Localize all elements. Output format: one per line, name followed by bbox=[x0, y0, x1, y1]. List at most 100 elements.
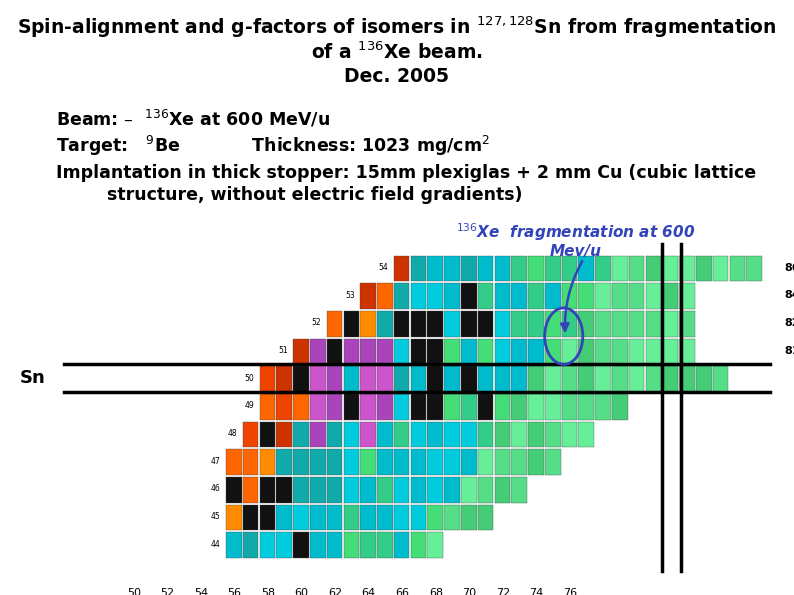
Bar bbox=[427, 505, 443, 531]
Bar bbox=[461, 283, 476, 309]
Bar bbox=[545, 449, 561, 475]
Bar bbox=[394, 422, 410, 447]
Bar bbox=[561, 339, 577, 364]
Bar bbox=[276, 505, 292, 531]
Bar bbox=[377, 367, 393, 392]
Bar bbox=[360, 311, 376, 337]
Bar bbox=[528, 394, 544, 420]
Bar bbox=[545, 256, 561, 281]
Bar bbox=[360, 477, 376, 503]
Bar bbox=[310, 394, 326, 420]
Bar bbox=[545, 422, 561, 447]
Bar bbox=[511, 339, 527, 364]
Bar bbox=[596, 394, 611, 420]
Bar bbox=[662, 311, 678, 337]
Bar bbox=[427, 367, 443, 392]
Bar bbox=[646, 367, 661, 392]
Bar bbox=[461, 449, 476, 475]
Bar bbox=[310, 339, 326, 364]
Text: 84: 84 bbox=[784, 290, 794, 300]
Bar bbox=[662, 256, 678, 281]
Bar bbox=[545, 394, 561, 420]
Bar bbox=[579, 394, 594, 420]
Text: 60: 60 bbox=[295, 588, 309, 595]
Bar bbox=[478, 394, 493, 420]
Bar bbox=[495, 256, 511, 281]
Bar bbox=[226, 533, 241, 558]
Bar bbox=[444, 394, 460, 420]
Bar bbox=[327, 533, 342, 558]
Bar bbox=[646, 283, 661, 309]
Bar bbox=[243, 505, 258, 531]
Bar bbox=[545, 339, 561, 364]
Bar bbox=[545, 311, 561, 337]
Text: 53: 53 bbox=[345, 291, 355, 300]
Bar bbox=[310, 505, 326, 531]
Bar bbox=[377, 422, 393, 447]
Bar bbox=[226, 449, 241, 475]
Text: 58: 58 bbox=[261, 588, 275, 595]
Bar bbox=[561, 311, 577, 337]
Bar bbox=[394, 367, 410, 392]
Bar bbox=[730, 256, 745, 281]
Bar bbox=[226, 505, 241, 531]
Bar bbox=[310, 533, 326, 558]
Bar bbox=[511, 422, 527, 447]
Bar bbox=[410, 477, 426, 503]
Bar bbox=[646, 339, 661, 364]
Bar bbox=[478, 505, 493, 531]
Bar bbox=[528, 311, 544, 337]
Text: structure, without electric field gradients): structure, without electric field gradie… bbox=[83, 186, 523, 204]
Bar bbox=[444, 283, 460, 309]
Bar bbox=[293, 505, 309, 531]
Bar bbox=[394, 477, 410, 503]
Bar bbox=[410, 394, 426, 420]
Bar bbox=[561, 283, 577, 309]
Bar bbox=[561, 394, 577, 420]
Text: 64: 64 bbox=[361, 588, 376, 595]
Bar bbox=[461, 394, 476, 420]
Bar bbox=[528, 256, 544, 281]
Bar bbox=[629, 256, 645, 281]
Bar bbox=[276, 477, 292, 503]
Bar bbox=[478, 339, 493, 364]
Bar bbox=[293, 477, 309, 503]
Bar bbox=[495, 394, 511, 420]
Bar bbox=[478, 477, 493, 503]
Text: 66: 66 bbox=[395, 588, 409, 595]
Bar bbox=[579, 367, 594, 392]
Text: 70: 70 bbox=[462, 588, 476, 595]
Text: 46: 46 bbox=[210, 484, 221, 493]
Text: 45: 45 bbox=[210, 512, 221, 521]
Bar bbox=[528, 283, 544, 309]
Text: 50: 50 bbox=[127, 588, 141, 595]
Bar bbox=[629, 311, 645, 337]
Bar bbox=[444, 477, 460, 503]
Text: 81: 81 bbox=[784, 346, 794, 356]
Bar bbox=[511, 449, 527, 475]
Bar bbox=[561, 367, 577, 392]
Bar bbox=[511, 394, 527, 420]
Text: 52: 52 bbox=[311, 318, 321, 327]
Bar bbox=[260, 422, 276, 447]
Text: of a $^{136}$Xe beam.: of a $^{136}$Xe beam. bbox=[311, 42, 483, 63]
Bar bbox=[461, 505, 476, 531]
Bar bbox=[629, 283, 645, 309]
Bar bbox=[394, 339, 410, 364]
Bar bbox=[495, 477, 511, 503]
Text: 74: 74 bbox=[530, 588, 544, 595]
Bar bbox=[444, 367, 460, 392]
Bar bbox=[377, 311, 393, 337]
Bar bbox=[478, 256, 493, 281]
Bar bbox=[746, 256, 762, 281]
Bar bbox=[377, 477, 393, 503]
Bar bbox=[461, 311, 476, 337]
Bar bbox=[461, 477, 476, 503]
Bar bbox=[344, 449, 359, 475]
Bar bbox=[444, 422, 460, 447]
Text: 44: 44 bbox=[210, 540, 221, 549]
Text: Mev/u: Mev/u bbox=[549, 243, 602, 259]
Bar bbox=[596, 339, 611, 364]
Bar bbox=[410, 533, 426, 558]
Bar bbox=[293, 422, 309, 447]
